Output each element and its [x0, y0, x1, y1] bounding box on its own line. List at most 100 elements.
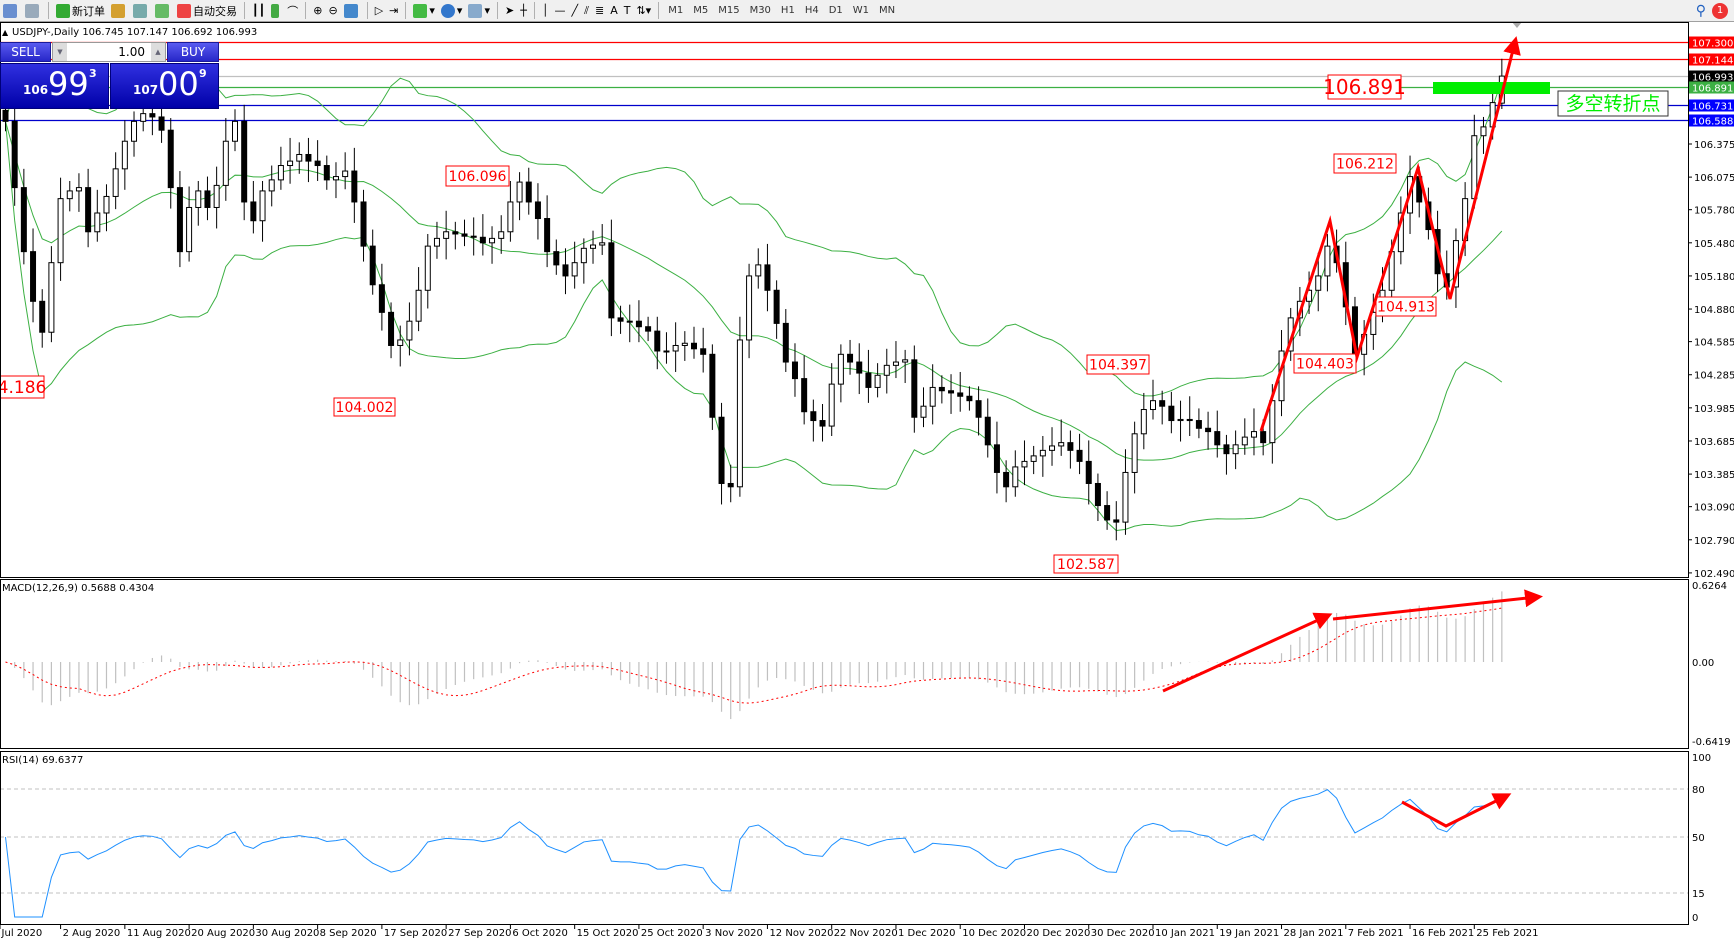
zoom-in-icon[interactable]: ⊕ — [313, 4, 323, 17]
candle — [746, 263, 753, 359]
candle — [259, 180, 266, 242]
timeframe-m15[interactable]: M15 — [718, 5, 740, 16]
price-label-box[interactable] — [333, 397, 396, 417]
candle — [397, 325, 404, 367]
buy-button[interactable]: BUY — [167, 42, 219, 62]
candle — [250, 180, 257, 234]
vertical-line-icon[interactable]: │ — [541, 4, 549, 17]
candle — [489, 226, 496, 264]
cursor-icon[interactable]: ➤ — [504, 4, 515, 17]
text-icon[interactable]: A — [610, 4, 618, 17]
price-label-box[interactable] — [1333, 153, 1397, 174]
price-level-label: 106.993 — [1692, 73, 1733, 84]
candle — [351, 147, 358, 223]
terminal-icon[interactable] — [3, 1, 19, 20]
macd-trend-arrow[interactable] — [1332, 589, 1543, 621]
collapse-arrow-icon[interactable]: ▲ — [2, 28, 9, 37]
candle — [553, 239, 560, 275]
tile-windows-icon[interactable] — [343, 1, 360, 20]
candle — [847, 339, 854, 375]
candle — [1012, 450, 1019, 497]
macd-trend-arrow[interactable] — [1162, 612, 1333, 693]
zoom-out-icon[interactable]: ⊖ — [328, 4, 338, 17]
candle — [617, 305, 624, 334]
candle — [1195, 408, 1202, 439]
sell-button[interactable]: SELL — [0, 42, 51, 62]
candle — [534, 183, 541, 240]
horizontal-line-icon[interactable]: — — [554, 4, 566, 17]
autoscroll-icon[interactable]: ▷ — [374, 4, 384, 17]
timeframe-h4[interactable]: H4 — [804, 5, 819, 16]
price-tick-label: 104.880 — [1694, 305, 1734, 316]
buy-price[interactable]: 107 00 9 — [110, 63, 219, 109]
pivot-zone-rectangle[interactable] — [1433, 82, 1550, 94]
lot-size-value[interactable]: 1.00 — [118, 45, 145, 59]
timeframe-m1[interactable]: M1 — [668, 5, 684, 16]
price-tick-label: 103.090 — [1694, 503, 1734, 514]
candle — [984, 398, 991, 458]
timeframe-mn[interactable]: MN — [879, 5, 896, 16]
price-label-box[interactable] — [1375, 296, 1437, 317]
rsi-trend-arrow[interactable] — [1401, 793, 1512, 828]
candle — [718, 402, 725, 505]
price-label-box[interactable] — [1293, 353, 1357, 374]
equidistant-channel-icon[interactable]: ⫽ — [584, 3, 589, 17]
lot-increase-icon[interactable]: ▲ — [151, 43, 165, 61]
history-icon[interactable] — [111, 1, 127, 20]
trendline-icon[interactable]: ╱ — [571, 4, 579, 17]
chart-shift-icon[interactable]: ⇥ — [389, 4, 399, 17]
candle — [167, 118, 174, 209]
candle — [819, 403, 826, 442]
timeframe-d1[interactable]: D1 — [828, 5, 843, 16]
crosshair-icon[interactable]: ┼ — [520, 4, 527, 17]
price-level-label: 106.731 — [1692, 102, 1733, 113]
candle — [305, 137, 312, 183]
bar-chart-icon[interactable]: ┃┃ — [252, 4, 266, 17]
price-label-box[interactable] — [0, 375, 45, 399]
candle — [94, 189, 101, 242]
timeframe-w1[interactable]: W1 — [852, 5, 870, 16]
fibonacci-icon[interactable]: ≣ — [594, 4, 605, 17]
axes: 106.375 106.075 105.780 105.480 105.180 104.8… — [0, 22, 1734, 939]
chart-shift-marker-icon[interactable] — [1512, 22, 1522, 28]
new-order-button[interactable]: 新订单 — [56, 1, 105, 20]
auto-trading-button[interactable]: 自动交易 — [177, 1, 237, 20]
lot-decrease-icon[interactable]: ▼ — [53, 43, 67, 61]
templates-icon[interactable]: ▾ — [468, 1, 490, 20]
pivot-text-box[interactable] — [1557, 90, 1669, 117]
sell-price[interactable]: 106 99 3 — [0, 63, 109, 109]
candle — [1186, 396, 1193, 437]
market-icon[interactable] — [155, 1, 171, 20]
candle — [1315, 252, 1322, 312]
candle — [388, 302, 395, 359]
candle — [929, 364, 936, 425]
text-label-icon[interactable]: T — [623, 4, 631, 17]
line-chart-icon[interactable]: ⌒ — [287, 4, 299, 18]
signals-icon[interactable] — [133, 1, 149, 20]
price-label-box[interactable] — [1053, 554, 1119, 574]
price-label-box[interactable] — [1086, 354, 1150, 375]
candle — [1039, 436, 1046, 477]
candle — [1140, 392, 1147, 450]
candle — [764, 243, 771, 312]
indicators-icon[interactable]: ▾ — [413, 1, 435, 20]
periods-icon[interactable]: ▾ — [440, 1, 462, 20]
price-label-box[interactable] — [445, 165, 510, 187]
zoom-icon[interactable] — [25, 1, 41, 20]
timeframe-h1[interactable]: H1 — [780, 5, 795, 16]
price-zigzag-arrow[interactable] — [1259, 36, 1521, 432]
main-panel-frame — [0, 22, 1689, 578]
timeframe-m30[interactable]: M30 — [749, 5, 771, 16]
date-label: 6 Oct 2020 — [512, 928, 567, 939]
timeframe-m5[interactable]: M5 — [693, 5, 709, 16]
candle — [1104, 491, 1111, 530]
candle — [378, 263, 385, 331]
lot-size-input[interactable]: ▼ 1.00 ▲ — [52, 42, 166, 62]
candle — [525, 167, 532, 215]
candlestick-icon[interactable] — [271, 1, 281, 20]
search-icon[interactable]: ⚲ — [1695, 2, 1706, 19]
arrows-icon[interactable]: ⇅▾ — [636, 4, 652, 17]
price-label-box[interactable] — [1327, 74, 1402, 100]
notifications-icon[interactable]: 1 — [1712, 2, 1728, 19]
